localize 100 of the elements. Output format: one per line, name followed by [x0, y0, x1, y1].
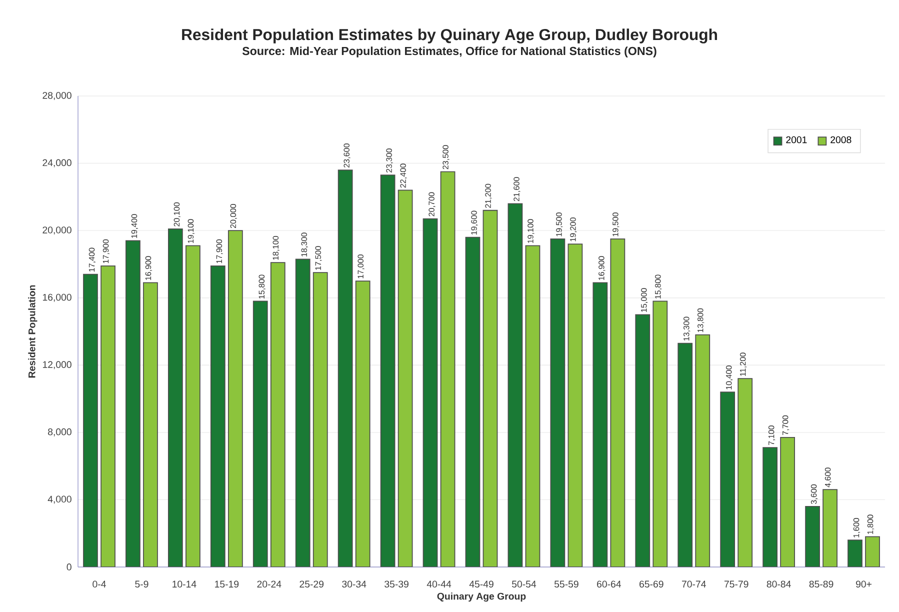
data-label: 15,000	[641, 288, 648, 312]
bar	[652, 300, 668, 567]
bar	[83, 274, 98, 567]
bar	[270, 262, 286, 567]
data-label: 19,600	[471, 210, 478, 235]
bar	[440, 171, 456, 567]
data-label: 19,500	[556, 212, 563, 236]
bar	[720, 392, 736, 567]
x-tick-label: 85-89	[809, 580, 834, 588]
x-tick-label: 40-44	[426, 580, 452, 588]
bar	[380, 174, 396, 567]
data-label: 21,600	[514, 177, 520, 202]
bar	[848, 540, 862, 567]
data-label: 19,500	[612, 212, 620, 236]
bar	[568, 244, 583, 567]
y-tick-label: 12,000	[42, 361, 72, 370]
data-label: 1,800	[867, 514, 874, 534]
data-label: 18,300	[301, 232, 308, 256]
data-label: 20,100	[174, 202, 181, 226]
bar	[126, 240, 140, 567]
data-label: 17,400	[88, 248, 96, 272]
bar	[186, 245, 200, 567]
x-tick-label: 65-69	[640, 580, 664, 588]
x-tick-label: 50-54	[512, 580, 536, 588]
chart-title: Resident Population Estimates by Quinary Age Group, Dudley Borough	[182, 28, 717, 44]
bar	[635, 314, 650, 567]
data-label: 19,100	[528, 219, 534, 243]
bar	[762, 447, 778, 567]
data-label: 19,100	[188, 219, 195, 243]
y-tick-label: 28,000	[42, 92, 72, 100]
bar	[295, 258, 310, 567]
x-tick-label: 10-14	[172, 580, 196, 588]
bar	[805, 506, 820, 567]
data-label: 20,700	[428, 192, 436, 216]
bar	[210, 265, 226, 567]
x-tick-label: 45-49	[469, 580, 494, 588]
bar	[143, 282, 158, 567]
x-tick-label: 75-79	[724, 580, 748, 588]
data-label: 18,100	[272, 236, 280, 260]
bar	[610, 238, 626, 567]
data-label: 23,500	[442, 145, 450, 170]
data-label: 15,800	[655, 274, 662, 298]
data-label: 19,200	[570, 218, 577, 242]
x-tick-label: 20-24	[257, 580, 282, 588]
data-label: 4,600	[824, 468, 832, 488]
bar	[822, 489, 838, 567]
x-tick-label: 35-39	[384, 580, 408, 588]
data-label: 11,200	[740, 352, 747, 376]
data-label: 19,400	[131, 214, 138, 238]
chart-subtitle: Source: Mid-Year Population Estimates, Office for National Statistics (ONS)	[242, 46, 656, 58]
legend-label: 2001	[786, 136, 807, 144]
x-tick-label: 80-84	[766, 580, 791, 588]
x-tick-label: 55-59	[554, 580, 578, 588]
data-label: 17,900	[216, 239, 223, 264]
bar	[508, 203, 523, 567]
bar	[550, 238, 566, 567]
data-label: 17,900	[102, 239, 110, 264]
x-tick-label: 70-74	[682, 580, 706, 588]
x-axis-title: Quinary Age Group	[437, 592, 526, 602]
x-tick-label: 30-34	[342, 580, 366, 588]
x-tick-label: 0-4	[92, 580, 106, 588]
bar	[525, 245, 540, 567]
bar	[338, 170, 353, 567]
data-label: 16,900	[598, 256, 606, 280]
data-label: 16,900	[145, 256, 152, 280]
bar	[695, 334, 710, 567]
data-label: 7,100	[768, 426, 776, 446]
x-tick-label: 90+	[856, 580, 872, 588]
x-tick-label: 60-64	[597, 580, 621, 588]
bar	[312, 272, 328, 567]
data-label: 23,300	[386, 148, 393, 173]
data-label: 10,400	[726, 366, 733, 390]
x-tick-label: 25-29	[300, 580, 324, 588]
bar	[422, 218, 438, 567]
data-label: 3,600	[810, 484, 818, 504]
bar	[355, 280, 370, 567]
y-tick-label: 4,000	[48, 496, 72, 504]
data-label: 15,800	[258, 274, 266, 298]
bar	[100, 265, 116, 567]
data-label: 17,500	[315, 246, 322, 270]
y-axis-title: Resident Population	[28, 285, 38, 378]
y-tick-label: 20,000	[42, 226, 72, 235]
bar	[252, 300, 268, 567]
bar	[592, 282, 608, 567]
bar	[482, 210, 498, 567]
x-tick-label: 5-9	[135, 580, 148, 588]
data-label: 20,000	[230, 204, 237, 228]
data-label: 17,000	[358, 254, 364, 278]
bar	[780, 437, 796, 567]
data-label: 1,600	[853, 518, 860, 538]
y-tick-label: 24,000	[42, 159, 72, 168]
y-tick-label: 16,000	[42, 294, 72, 302]
bar	[398, 190, 413, 567]
x-tick-label: 15-19	[215, 580, 239, 588]
y-tick-label: 8,000	[48, 428, 72, 436]
bar	[738, 378, 753, 567]
bar	[865, 536, 880, 567]
data-label: 21,200	[485, 184, 492, 208]
data-label: 23,600	[344, 143, 350, 168]
data-label: 13,800	[698, 308, 704, 332]
